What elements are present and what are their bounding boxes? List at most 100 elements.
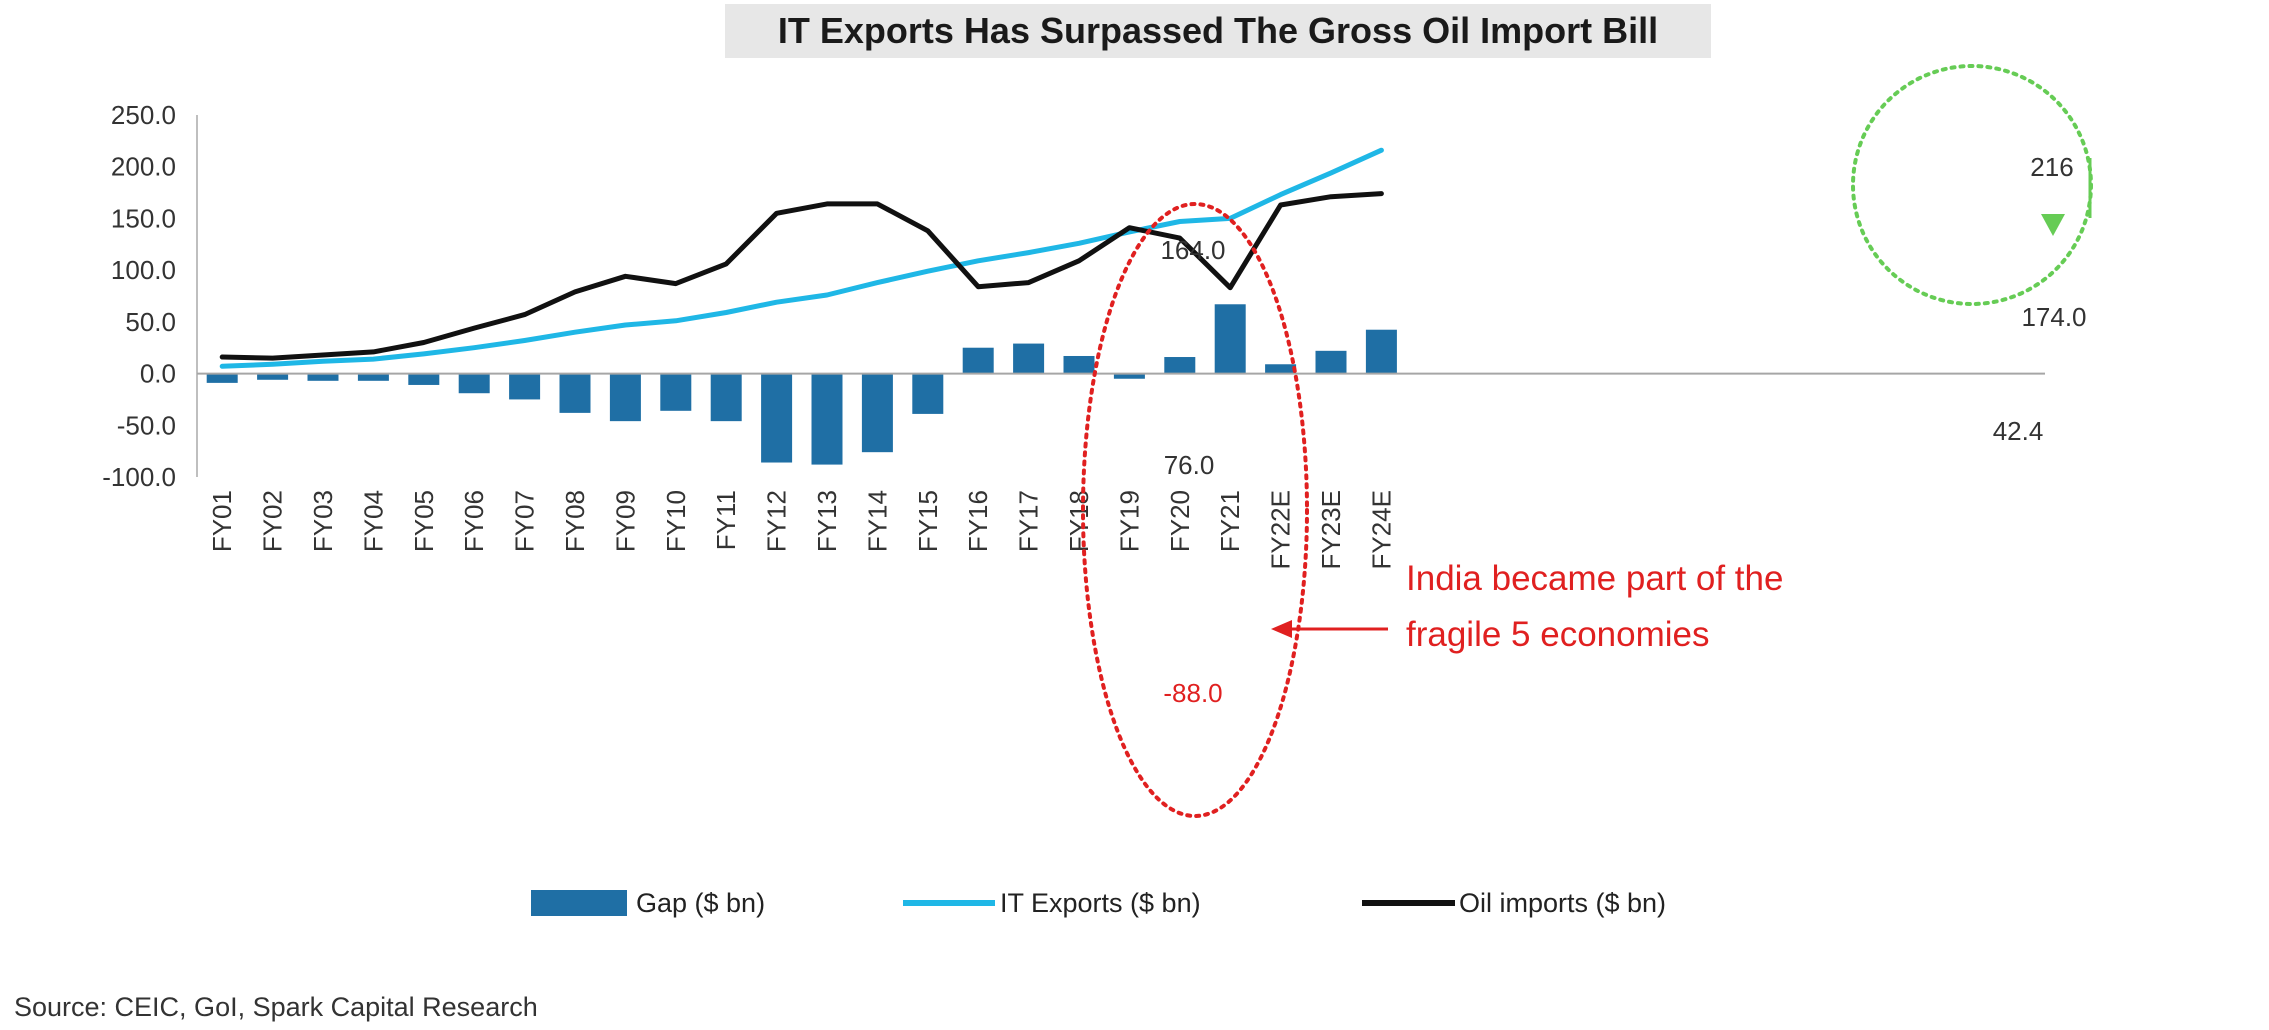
x-tick-label: FY09 — [610, 490, 640, 552]
x-tick-label: FY17 — [1014, 490, 1044, 552]
legend-oil-imports-label: Oil imports ($ bn) — [1459, 888, 1666, 918]
gap-bar — [1214, 304, 1246, 374]
y-tick-label: 250.0 — [111, 100, 176, 130]
chart-title-box: IT Exports Has Surpassed The Gross Oil I… — [725, 4, 1711, 58]
oil-imports-point — [371, 349, 376, 354]
oil-imports-point — [1379, 191, 1384, 196]
legend: Gap ($ bn) IT Exports ($ bn) Oil imports… — [531, 888, 1666, 918]
oil-imports-point — [1329, 194, 1333, 199]
x-tick-label: FY15 — [913, 490, 943, 552]
gap-bar — [710, 373, 742, 422]
legend-gap-label: Gap ($ bn) — [636, 888, 765, 918]
x-tick-label: FY05 — [409, 490, 439, 552]
it-exports-point — [472, 345, 477, 350]
x-tick-label: FY16 — [963, 490, 993, 552]
gap-bar — [811, 373, 843, 465]
gap-bar — [509, 373, 541, 400]
fragile-five-highlight-ellipse — [1081, 202, 1309, 818]
x-tick-label: FY06 — [459, 490, 489, 552]
it-fy13-label: 76.0 — [1164, 450, 1215, 480]
x-tick-label: FY21 — [1215, 490, 1245, 552]
it-exports-point — [925, 269, 930, 274]
x-tick-label: FY22E — [1266, 490, 1296, 570]
gap-bar — [861, 373, 893, 453]
y-tick-label: 100.0 — [111, 255, 176, 285]
oil-imports-point — [1177, 236, 1182, 241]
gap-fy24-label: 42.4 — [1993, 416, 2044, 446]
it-exports-point — [724, 310, 729, 315]
gap-bar — [1164, 357, 1196, 374]
oil-peak-label: 164.0 — [1160, 235, 1225, 265]
it-exports-point — [1177, 219, 1182, 224]
x-tick-label: FY23E — [1316, 490, 1346, 570]
it-exports-point — [371, 357, 376, 362]
it-exports-point — [1379, 148, 1384, 153]
oil-imports-point — [1026, 280, 1031, 285]
x-tick-label: FY10 — [661, 490, 691, 552]
gap-bar — [962, 347, 994, 374]
oil-fy24-label: 174.0 — [2021, 302, 2086, 332]
it-exports-point — [321, 359, 325, 364]
it-exports-point — [421, 351, 426, 356]
gap-bar — [307, 373, 339, 381]
it-exports-point — [1077, 241, 1081, 246]
it-exports-point — [774, 300, 779, 305]
gap-fy13-label: -88.0 — [1163, 678, 1222, 708]
gap-bar — [257, 373, 289, 380]
it-exports-point — [270, 362, 275, 367]
oil-imports-point — [270, 356, 275, 361]
fragile-five-annotation-line2: fragile 5 economies — [1406, 615, 1710, 654]
x-tick-label: FY24E — [1366, 490, 1396, 570]
gap-bar — [206, 373, 238, 383]
gap-bar — [1063, 355, 1095, 374]
oil-imports-point — [875, 201, 880, 206]
x-tick-label: FY20 — [1165, 490, 1195, 552]
oil-imports-point — [220, 355, 225, 360]
down-triangle-icon — [2041, 214, 2065, 236]
x-tick-label: FY14 — [862, 490, 892, 552]
gap-bar — [761, 373, 793, 463]
it-exports-point — [673, 318, 678, 323]
it-exports-point — [976, 258, 981, 263]
x-tick-label: FY12 — [762, 490, 792, 552]
gap-bar — [912, 373, 944, 414]
it-exports-point — [1278, 192, 1283, 197]
y-tick-label: -50.0 — [117, 410, 176, 440]
chart-title: IT Exports Has Surpassed The Gross Oil I… — [777, 10, 1659, 51]
x-tick-label: FY18 — [1064, 490, 1094, 552]
it-exports-point — [623, 322, 628, 327]
forecast-highlight-circle — [1851, 64, 2093, 306]
y-tick-label: 150.0 — [111, 203, 176, 233]
gap-bar — [1315, 350, 1347, 374]
y-tick-label: 50.0 — [125, 307, 176, 337]
oil-imports-line — [219, 191, 1384, 361]
x-tick-label: FY11 — [711, 490, 741, 550]
x-tick-label: FY03 — [308, 490, 338, 552]
x-tick-label: FY07 — [510, 490, 540, 552]
it-exports-point — [522, 338, 527, 343]
y-tick-label: 0.0 — [140, 359, 176, 389]
y-tick-label: 200.0 — [111, 152, 176, 182]
oil-imports-point — [472, 326, 477, 331]
gap-bar — [609, 373, 641, 422]
it-exports-point — [573, 330, 577, 335]
oil-imports-point — [522, 312, 527, 317]
oil-imports-point — [774, 211, 779, 216]
fragile-five-annotation-line1: India became part of the — [1406, 559, 1783, 598]
oil-imports-point — [825, 201, 829, 206]
x-tick-label: FY01 — [207, 490, 237, 552]
oil-imports-point — [421, 340, 426, 345]
annotation-arrowhead-icon — [1271, 620, 1292, 638]
oil-imports-point — [976, 284, 981, 289]
gap-bar — [458, 373, 490, 394]
x-tick-label: FY04 — [358, 490, 388, 552]
y-tick-label: -100.0 — [102, 462, 176, 492]
gap-bar — [1113, 373, 1145, 379]
oil-imports-point — [1077, 258, 1081, 263]
it-exports-point — [825, 292, 829, 297]
it-fy24-label: 216 — [2030, 152, 2073, 182]
it-exports-point — [1026, 250, 1031, 255]
x-tick-label: FY13 — [812, 490, 842, 552]
gap-bar — [408, 373, 440, 385]
